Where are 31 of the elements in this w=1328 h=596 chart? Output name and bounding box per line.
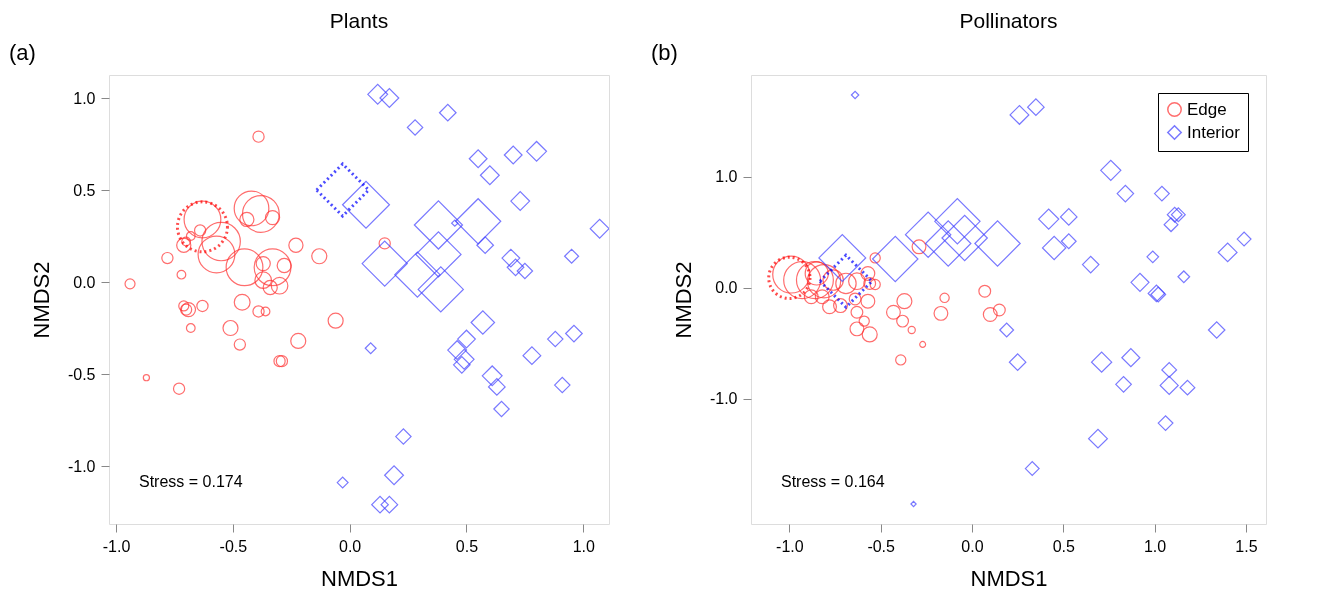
y-axis-title: NMDS2 [28, 261, 54, 339]
y-tick-label: 1.0 [73, 89, 96, 107]
x-tick-label: 0.0 [961, 537, 984, 555]
x-tick-label: -1.0 [102, 537, 131, 555]
x-tick-label: 0.5 [455, 537, 479, 555]
legend-label: Interior [1187, 122, 1241, 142]
y-tick-label: -0.5 [67, 365, 96, 383]
y-axis-title: NMDS2 [670, 261, 696, 339]
text: (b) [651, 40, 678, 65]
x-tick-label: 1.5 [1235, 537, 1258, 555]
y-tick-label: -1.0 [67, 457, 96, 475]
chart-title: Pollinators [959, 9, 1058, 32]
x-tick-label: -0.5 [867, 537, 896, 555]
x-tick-label: -0.5 [219, 537, 248, 555]
x-tick-label: 0.0 [339, 537, 362, 555]
x-tick-label: 1.0 [1143, 537, 1167, 555]
x-tick-label: -1.0 [776, 537, 804, 555]
x-tick-label: 0.5 [1052, 537, 1076, 555]
x-axis-title: NMDS1 [320, 565, 399, 591]
y-tick-label: -1.0 [709, 390, 738, 408]
chart-title: Plants [329, 9, 389, 32]
legend-label: Edge [1187, 99, 1227, 119]
x-axis-title: NMDS1 [970, 565, 1048, 591]
y-tick-label: 1.0 [715, 168, 738, 186]
y-tick-label: 0.0 [715, 279, 738, 297]
text: (a) [9, 40, 36, 65]
y-tick-label: 0.0 [73, 273, 96, 291]
x-tick-label: 1.0 [572, 537, 596, 555]
annotation: Stress = 0.164 [781, 473, 885, 490]
y-tick-label: 0.5 [73, 181, 96, 199]
annotation: Stress = 0.174 [139, 473, 243, 490]
